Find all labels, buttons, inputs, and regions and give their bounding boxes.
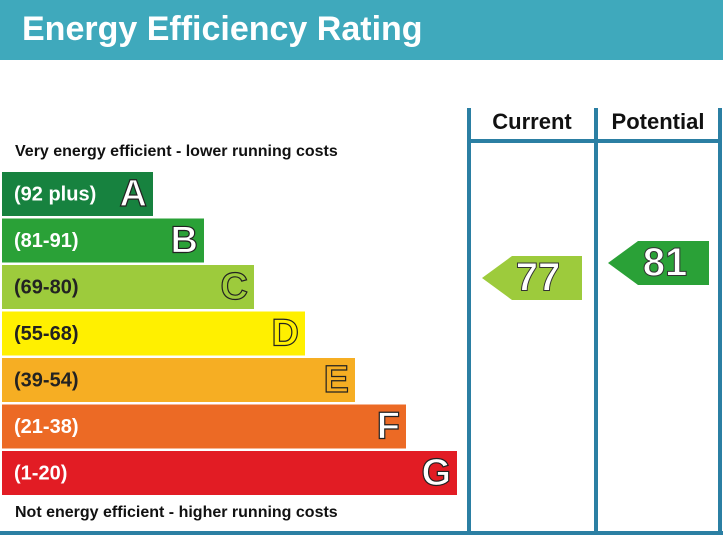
band-bar — [2, 451, 457, 495]
bands: (92 plus) A (81-91) B (69-80) C (55-68) D (39-54… — [2, 172, 457, 495]
band-bar — [2, 265, 254, 309]
band-range: (1-20) — [14, 462, 67, 484]
note: Very energy efficient - lower running co… — [15, 143, 338, 160]
band-range: (92 plus) — [14, 183, 96, 205]
title: Energy Efficiency Rating — [22, 10, 423, 48]
band-range: (55-68) — [14, 323, 78, 345]
band-letter: G — [421, 452, 451, 494]
note: Not energy efficient - higher running co… — [15, 504, 338, 521]
band-letter: C — [221, 266, 248, 308]
header-bar — [0, 0, 723, 60]
band-bar — [2, 311, 305, 356]
band-letter: D — [272, 313, 299, 355]
band-bar — [2, 172, 153, 216]
column-header: Potential — [612, 109, 705, 134]
band-letter: A — [120, 173, 147, 215]
band-range: (21-38) — [14, 416, 78, 438]
band-bar — [2, 404, 406, 449]
current-arrow — [482, 256, 582, 300]
band-range: (81-91) — [14, 230, 78, 252]
band-range: (69-80) — [14, 276, 78, 298]
potential-rating: 81 — [643, 241, 688, 285]
column-header: Current — [492, 109, 572, 134]
band-bar — [2, 358, 355, 402]
band-range: (39-54) — [14, 369, 78, 391]
band-letter: E — [324, 359, 349, 401]
current-rating: 77 — [516, 256, 561, 300]
band-bar — [2, 218, 204, 263]
potential-arrow — [608, 241, 709, 285]
band-letter: B — [171, 220, 198, 262]
band-letter: F — [377, 406, 400, 448]
